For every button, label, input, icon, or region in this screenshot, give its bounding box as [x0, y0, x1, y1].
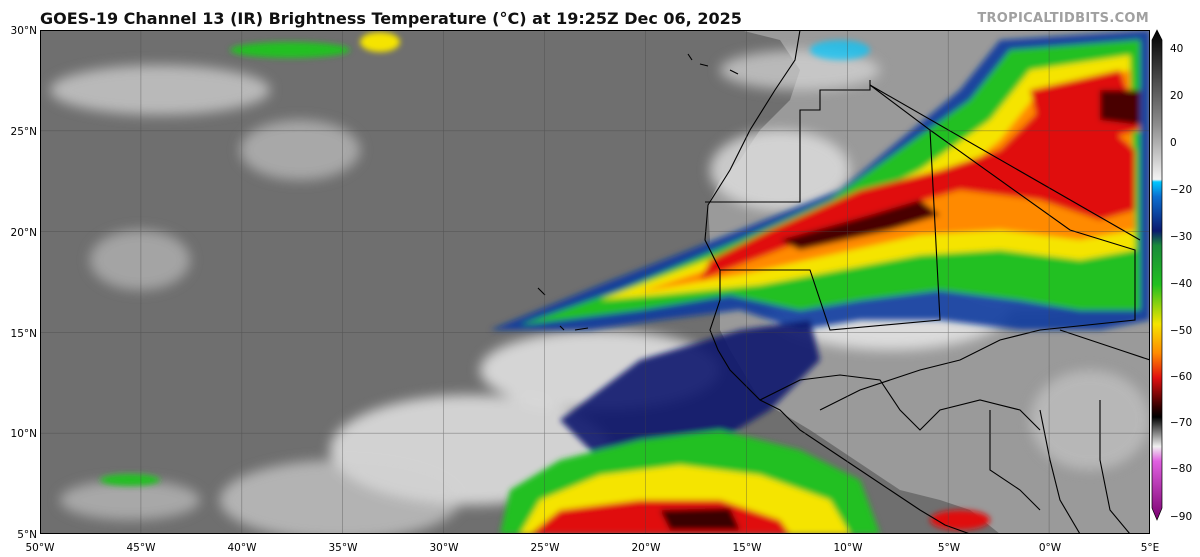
lon-label: 40°W — [228, 542, 258, 554]
border-mauritania — [720, 84, 941, 331]
lat-axis: 30°N 25°N 20°N 15°N 10°N 5°N — [11, 25, 37, 541]
lon-label: 5°W — [938, 542, 961, 554]
lat-lon-grid — [40, 30, 1150, 534]
lat-label: 5°N — [17, 529, 37, 541]
colorbar: 40 20 0 −20 −30 −40 −50 −60 −70 −80 −90 — [1151, 29, 1192, 523]
border-algeria — [869, 84, 1141, 241]
border-western-sahara — [705, 80, 871, 203]
lon-label: 30°W — [430, 542, 460, 554]
lon-label: 15°W — [733, 542, 763, 554]
colorbar-tick: 20 — [1170, 90, 1183, 102]
lon-label: 0°W — [1039, 542, 1062, 554]
lon-label: 25°W — [531, 542, 561, 554]
coastlines-borders — [537, 30, 1150, 534]
lat-label: 30°N — [11, 25, 37, 37]
colorbar-tick: −20 — [1170, 184, 1192, 196]
satellite-map — [40, 30, 1150, 534]
cape-verde-islands — [537, 287, 589, 331]
site-credit: TROPICALTIDBITS.COM — [977, 11, 1149, 26]
colorbar-tick: −70 — [1170, 417, 1192, 429]
cold-cloud-tops — [100, 30, 1150, 534]
lon-label: 20°W — [632, 542, 662, 554]
colorbar-tick: 0 — [1170, 137, 1177, 149]
lon-axis: 50°W 45°W 40°W 35°W 30°W 25°W 20°W 15°W … — [26, 542, 1160, 554]
colorbar-tick: −60 — [1170, 371, 1192, 383]
colorbar-gradient — [1151, 29, 1163, 521]
border-westafrica-1 — [759, 374, 1041, 431]
colorbar-tick: −50 — [1170, 325, 1192, 337]
border-westafrica-4 — [1099, 400, 1131, 534]
lon-label: 50°W — [26, 542, 56, 554]
canary-islands — [687, 53, 739, 75]
lat-label: 20°N — [11, 227, 37, 239]
colorbar-tick: −80 — [1170, 463, 1192, 475]
border-westafrica-2 — [989, 410, 1041, 511]
border-westafrica-3 — [1039, 409, 1081, 534]
lat-label: 15°N — [11, 328, 37, 340]
colorbar-tick: −40 — [1170, 278, 1192, 290]
map-border — [40, 30, 1150, 534]
lon-label: 45°W — [127, 542, 157, 554]
lon-label: 35°W — [329, 542, 359, 554]
colorbar-tick: 40 — [1170, 43, 1183, 55]
map-title: GOES-19 Channel 13 (IR) Brightness Tempe… — [40, 9, 742, 28]
colorbar-tick: −30 — [1170, 231, 1192, 243]
border-westafrica-5 — [1059, 329, 1150, 361]
lon-label: 10°W — [834, 542, 864, 554]
lon-label: 5°E — [1141, 542, 1160, 554]
lat-label: 25°N — [11, 126, 37, 138]
border-mali — [819, 129, 1136, 411]
lat-label: 10°N — [11, 428, 37, 440]
africa-coastline — [704, 30, 971, 534]
colorbar-tick: −90 — [1170, 511, 1192, 523]
